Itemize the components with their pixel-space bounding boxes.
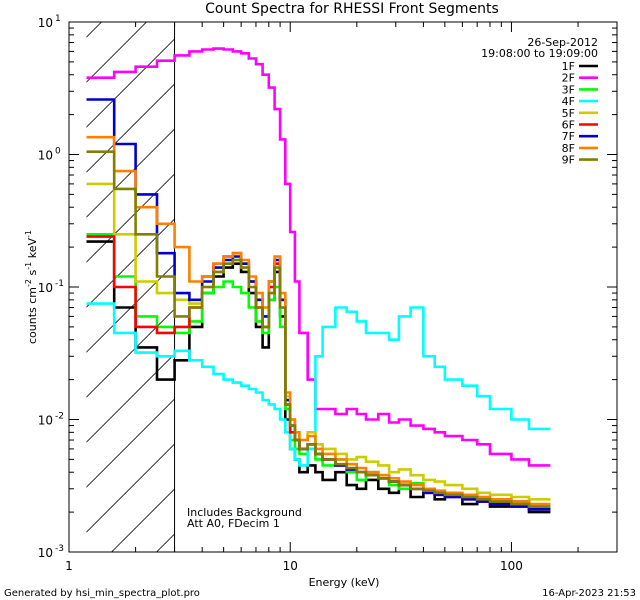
legend-label-2F: 2F: [562, 72, 575, 85]
series-line-9F: [86, 150, 551, 508]
y-tick-exp-1: 1: [55, 14, 61, 24]
legend-label-3F: 3F: [562, 83, 575, 96]
ylabel-sup-3: -1: [24, 230, 33, 238]
chart-title: Count Spectra for RHESSI Front Segments: [205, 1, 499, 17]
hatch-line-8: [86, 263, 175, 353]
y-tick-label--3: 10: [38, 546, 53, 560]
hatch-line-11: [86, 398, 175, 488]
ylabel-sup-2: -1: [24, 262, 33, 270]
legend-label-6F: 6F: [562, 119, 575, 132]
footer-timestamp: 16-Apr-2023 21:53: [542, 588, 636, 599]
y-tick-exp--2: -2: [55, 412, 64, 422]
legend-label-1F: 1F: [562, 60, 575, 73]
y-tick-label-1: 10: [38, 16, 53, 30]
legend-label-8F: 8F: [562, 142, 575, 155]
x-axis-label: Energy (keV): [309, 576, 380, 589]
series-line-2F: [86, 47, 551, 467]
series-lines: [86, 47, 551, 514]
ylabel-sup-1: -2: [24, 279, 33, 287]
legend-label-5F: 5F: [562, 107, 575, 120]
series-line-4F: [86, 302, 551, 467]
legend-label-9F: 9F: [562, 154, 575, 167]
svg-text:counts cm-2 s-1 keV-1: counts cm-2 s-1 keV-1: [24, 230, 39, 344]
hatch-line-7: [86, 218, 175, 308]
y-tick-exp--1: -1: [55, 279, 64, 289]
y-tick-label-0: 10: [38, 149, 53, 163]
hatch-line-4: [86, 83, 175, 173]
footer-generated-by: Generated by hsi_min_spectra_plot.pro: [4, 588, 200, 599]
x-tick-label-10: 10: [283, 559, 298, 573]
y-axis-label: counts cm-2 s-1 keV-1: [24, 230, 39, 344]
y-tick-exp--3: -3: [55, 544, 64, 554]
y-tick-exp-0: 0: [55, 147, 61, 157]
hatch-line-12: [86, 443, 175, 533]
legend-label-4F: 4F: [562, 95, 575, 108]
ylabel-part-3: keV: [26, 238, 39, 262]
annotation-background: Includes Background: [187, 506, 302, 519]
legend-label-7F: 7F: [562, 130, 575, 143]
time-range-label: 19:08:00 to 19:09:00: [481, 47, 598, 60]
annotation-attenuator: Att A0, FDecim 1: [187, 517, 280, 530]
y-tick-label--1: 10: [38, 281, 53, 295]
x-tick-label-100: 100: [500, 559, 523, 573]
x-tick-label-1: 1: [65, 559, 73, 573]
ylabel-part-1: counts cm: [26, 287, 39, 344]
hatch-line-3: [86, 38, 175, 128]
y-tick-label--2: 10: [38, 414, 53, 428]
date-label: 26-Sep-2012: [527, 36, 598, 49]
ylabel-part-2: s: [26, 269, 39, 278]
